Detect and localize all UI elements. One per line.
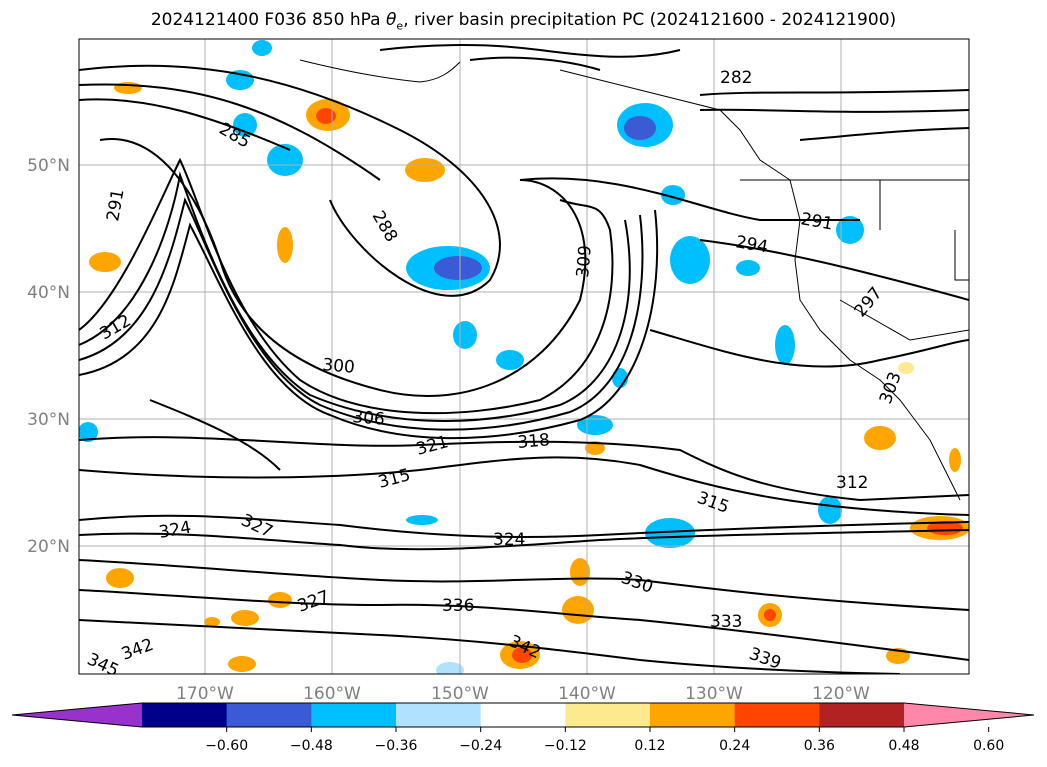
precip-blob — [818, 496, 842, 524]
contour-label: 318 — [517, 430, 551, 453]
colorbar-tick-label: −0.48 — [290, 738, 333, 754]
lon-label: 140°W — [558, 684, 616, 704]
colorbar-tick-label: 0.60 — [973, 738, 1004, 754]
precip-blob — [775, 325, 795, 365]
lon-label: 130°W — [685, 684, 743, 704]
colorbar-segment — [396, 703, 482, 727]
colorbar-tick-label: 0.12 — [634, 738, 665, 754]
contour-label: 300 — [322, 355, 356, 378]
precip-blob — [434, 256, 482, 280]
precip-blob — [268, 592, 292, 608]
colorbar-extend-max — [904, 703, 1034, 727]
colorbar-segment — [226, 703, 312, 727]
contour-label: 336 — [442, 596, 474, 616]
lon-label: 120°W — [812, 684, 870, 704]
precip-blob — [204, 617, 220, 627]
precip-blob — [864, 426, 896, 450]
colorbar-segment — [480, 703, 566, 727]
contour-label: 306 — [352, 407, 386, 430]
precip-blob — [277, 227, 293, 263]
plot-frame — [78, 38, 970, 675]
lat-label: 30°N — [27, 410, 70, 430]
precip-blob — [496, 350, 524, 370]
precip-blob — [577, 415, 613, 435]
lat-label: 40°N — [27, 283, 70, 303]
precip-blob — [106, 568, 134, 588]
precip-blob — [231, 610, 259, 626]
precip-blob — [316, 108, 336, 124]
colorbar-tick-label: −0.12 — [544, 738, 587, 754]
lon-label: 150°W — [431, 684, 489, 704]
contour-label: 309 — [573, 244, 596, 278]
colorbar-segment — [650, 703, 736, 727]
contour-label: 333 — [710, 612, 742, 632]
precip-blob — [267, 144, 303, 176]
longitude-labels: 170°W 160°W 150°W 140°W 130°W 120°W — [176, 684, 870, 704]
plot-area — [79, 39, 969, 674]
precip-blob — [228, 656, 256, 672]
colorbar-segment — [734, 703, 820, 727]
contour-label: 324 — [493, 530, 525, 550]
precip-blob — [645, 518, 695, 548]
precip-blob — [898, 362, 914, 374]
colorbar-tick-label: −0.60 — [205, 738, 248, 754]
theta-e-contours — [79, 44, 969, 674]
precip-blob — [405, 158, 445, 182]
colorbar: −0.60 −0.48 −0.36 −0.24 −0.12 0.12 0.24 0.36 0.4… — [11, 702, 1035, 754]
latitude-labels: 50°N 40°N 30°N 20°N — [27, 156, 70, 557]
colorbar-segment — [565, 703, 651, 727]
precip-shading — [79, 40, 969, 674]
map-title: 2024121400 F036 850 hPa θe, river basin … — [0, 10, 1047, 32]
precip-blob — [252, 40, 272, 56]
precip-blob — [512, 647, 532, 663]
lat-label: 20°N — [27, 537, 70, 557]
precip-blob — [436, 662, 464, 674]
precip-blob — [453, 321, 477, 349]
lon-label: 160°W — [303, 684, 361, 704]
lon-label: 170°W — [176, 684, 234, 704]
lat-label: 50°N — [27, 156, 70, 176]
precip-blob — [233, 113, 257, 137]
colorbar-tick-label: −0.24 — [459, 738, 502, 754]
precip-blob — [670, 236, 710, 284]
title-suffix: , river basin precipitation PC (20241216… — [403, 10, 897, 30]
precip-blob — [406, 515, 438, 525]
contour-label: 312 — [836, 473, 868, 493]
colorbar-extend-min — [12, 703, 142, 727]
colorbar-segment — [311, 703, 397, 727]
precip-blob — [736, 260, 760, 276]
precip-blob — [89, 252, 121, 272]
precip-blob — [836, 216, 864, 244]
precip-blob — [764, 609, 776, 621]
colorbar-tick-label: 0.24 — [719, 738, 750, 754]
precip-blob — [585, 441, 605, 455]
precip-blob — [79, 422, 98, 442]
colorbar-segment — [142, 703, 228, 727]
colorbar-tick-label: −0.36 — [375, 738, 418, 754]
colorbar-segment — [819, 703, 905, 727]
precip-blob — [562, 596, 594, 624]
precip-blob — [949, 448, 961, 472]
theta-symbol: θ — [386, 10, 397, 30]
colorbar-outline — [11, 702, 1035, 728]
theta-subscript: e — [396, 19, 404, 33]
colorbar-tick-label: 0.36 — [804, 738, 835, 754]
coastlines — [299, 59, 969, 501]
contour-label: 282 — [720, 68, 752, 88]
colorbar-tick-label: 0.48 — [888, 738, 919, 754]
precip-blob — [624, 116, 656, 140]
title-prefix: 2024121400 F036 850 hPa — [150, 10, 386, 30]
